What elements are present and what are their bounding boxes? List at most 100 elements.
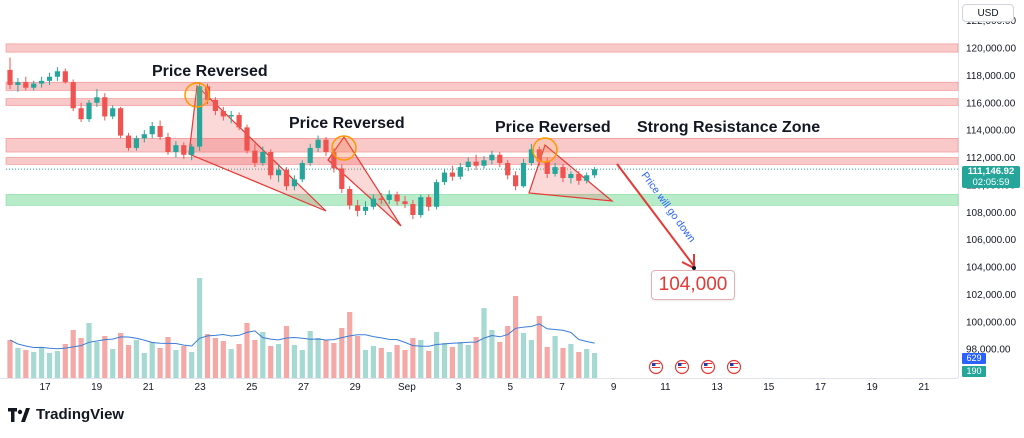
x-tick-label: 11 — [660, 382, 671, 393]
candle-body — [560, 167, 566, 179]
flag-stripe — [652, 363, 660, 364]
candle-body — [157, 126, 163, 137]
candle-body — [513, 175, 519, 187]
x-tick-label: 19 — [867, 382, 879, 393]
volume-bar — [331, 343, 337, 378]
volume-bar — [568, 344, 574, 378]
x-tick-label: 3 — [456, 382, 462, 393]
volume-bar — [544, 347, 550, 378]
volume-bar — [592, 353, 598, 378]
volume-bar — [370, 346, 376, 378]
volume-bar — [244, 323, 250, 378]
volume-bar — [276, 344, 282, 378]
y-tick-label: 114,000.00 — [966, 126, 1016, 137]
economic-event-flag-icon — [674, 359, 690, 375]
candle-body — [528, 149, 534, 163]
candle-body — [291, 179, 297, 187]
volume-bar — [173, 350, 179, 378]
flag-stripe — [704, 367, 712, 368]
flag-stripe — [704, 365, 712, 366]
flag-stripe — [730, 369, 738, 370]
candle-body — [505, 162, 511, 176]
volume-bar — [181, 346, 187, 378]
volume-bar — [465, 345, 471, 378]
candle-body — [260, 152, 266, 163]
x-tick-label: 21 — [918, 382, 930, 393]
candle-body — [173, 145, 179, 153]
candle-body — [402, 201, 408, 205]
candle-body — [544, 161, 550, 174]
x-tick-label: 17 — [39, 382, 51, 393]
volume-bar — [252, 340, 258, 378]
volume-bar — [283, 326, 290, 378]
candle-body — [102, 97, 108, 117]
candle-body — [520, 162, 527, 187]
volume-bar — [489, 330, 495, 378]
x-tick-label: 9 — [611, 382, 617, 393]
volume-bar — [536, 316, 542, 378]
volume-bar — [481, 308, 487, 378]
flag-stripe — [678, 369, 686, 370]
volume-bar — [62, 344, 68, 378]
candle-body — [54, 71, 60, 77]
volume-bar — [165, 337, 171, 378]
candle-body — [355, 205, 361, 211]
tradingview-icon — [8, 407, 30, 422]
volume-bar — [473, 337, 479, 378]
volume-bar — [118, 333, 124, 378]
volume-bar — [339, 328, 345, 378]
resistance-zone — [5, 81, 959, 91]
candle-body — [457, 167, 463, 177]
flag-stripe — [704, 369, 712, 370]
candle-body — [70, 82, 76, 109]
candle-body — [552, 167, 558, 174]
flag-stripe — [652, 369, 660, 370]
reversal-highlight-circle — [331, 135, 357, 161]
x-tick-label: 21 — [143, 382, 155, 393]
candle-body — [220, 110, 226, 117]
forecast-arrow — [616, 163, 695, 267]
candle-body — [181, 145, 187, 155]
flag-stripe — [678, 365, 686, 366]
volume-bar — [197, 278, 203, 378]
bar-countdown: 02:05:59 — [972, 177, 1010, 188]
resistance-zone-label: Strong Resistance Zone — [637, 119, 820, 136]
volume-bar — [362, 350, 369, 378]
flag-stripe — [730, 367, 738, 368]
x-tick-label: 13 — [712, 382, 724, 393]
reversal-label: Price Reversed — [152, 63, 268, 80]
volume-bar — [46, 353, 53, 378]
currency-selector[interactable]: USD — [962, 4, 1014, 22]
target-point — [692, 266, 696, 270]
volume-bar — [528, 340, 534, 378]
flag-stripe — [730, 365, 738, 366]
x-tick-label: 23 — [195, 382, 207, 393]
candle-body — [197, 86, 203, 147]
y-tick-label: 120,000.00 — [966, 44, 1016, 55]
candle-body — [386, 194, 392, 200]
candle-body — [7, 69, 13, 85]
candle-body — [62, 71, 68, 83]
volume-bar — [220, 341, 226, 378]
candle-body — [441, 172, 448, 183]
candle-body — [315, 139, 321, 148]
candle-body — [236, 115, 242, 128]
x-tick-label: Sep — [398, 382, 416, 393]
candle-body — [189, 146, 195, 155]
flag-stripe — [678, 363, 686, 364]
candle-body — [299, 162, 305, 180]
flag-canton — [730, 363, 734, 366]
volume-bar — [260, 332, 266, 378]
volume-bar — [402, 350, 408, 378]
candle-body — [497, 154, 503, 163]
flag-canton — [704, 363, 708, 366]
tradingview-logo[interactable]: TradingView — [8, 406, 124, 423]
candle-body — [31, 83, 37, 88]
volume-bar — [386, 352, 392, 378]
candle-body — [141, 134, 147, 139]
volume-bar — [315, 338, 321, 378]
x-tick-label: 5 — [508, 382, 514, 393]
candle-body — [465, 161, 471, 168]
candle-body — [331, 152, 337, 169]
forecast-arrow-text: Price will go down — [639, 170, 698, 245]
